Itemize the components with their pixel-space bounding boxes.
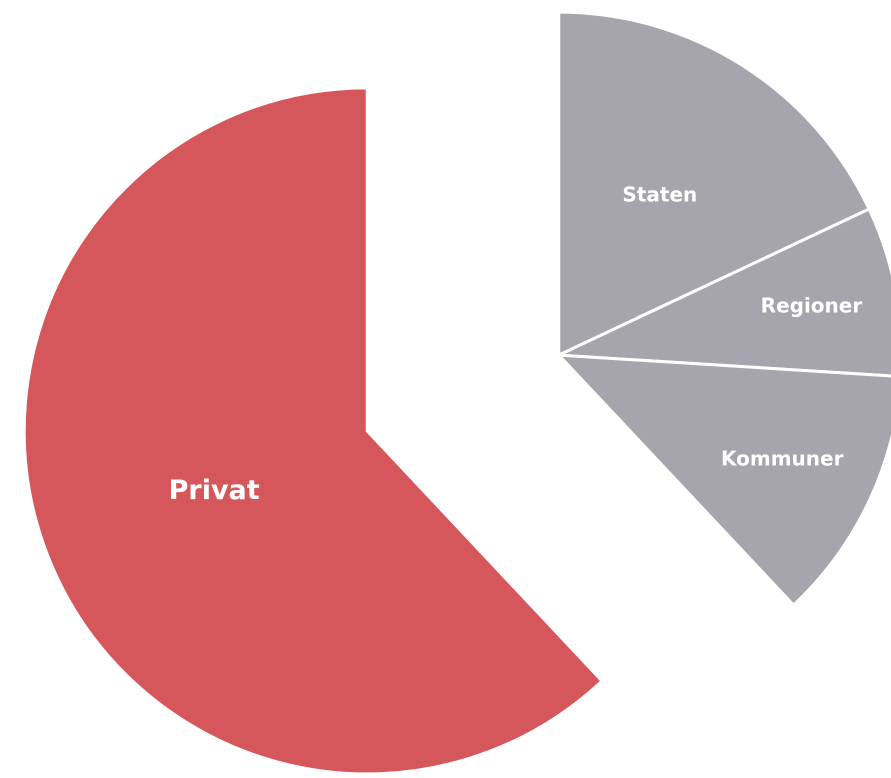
- slice-label: Staten: [622, 182, 697, 206]
- pie-slice: [557, 207, 891, 378]
- slice-label: Privat: [169, 475, 260, 506]
- pie-slice: [557, 10, 871, 357]
- pie-slice: [22, 86, 604, 776]
- slice-label: Kommuner: [721, 447, 844, 471]
- slice-label: Regioner: [761, 293, 863, 317]
- pie-slice: [557, 353, 891, 607]
